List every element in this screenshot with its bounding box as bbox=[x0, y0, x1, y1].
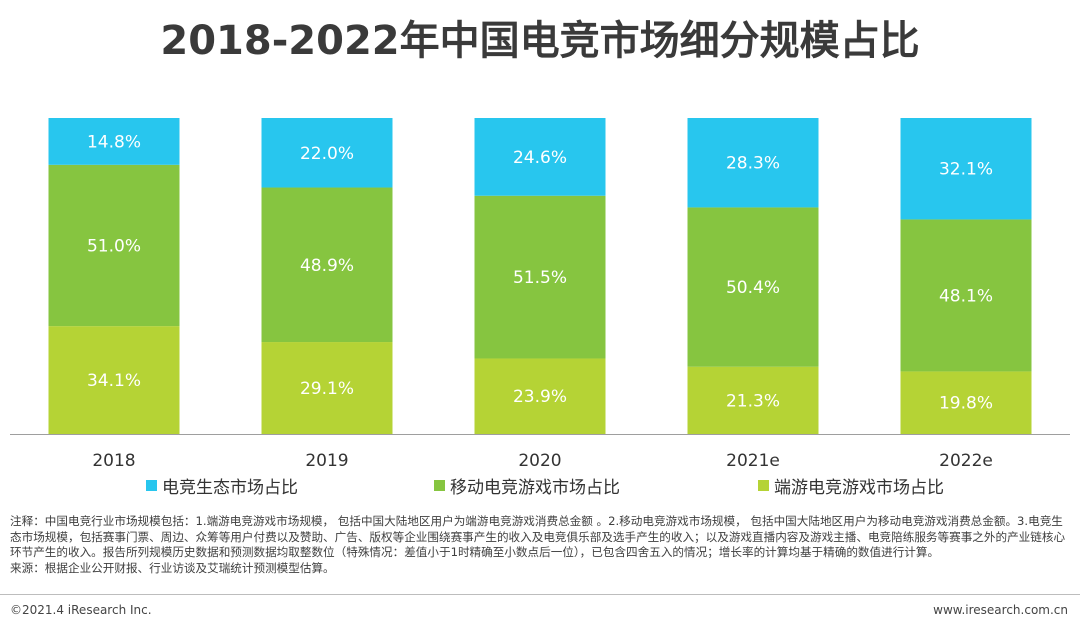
bar-segment bbox=[900, 118, 1032, 220]
bar-segment bbox=[687, 207, 819, 367]
data-label: 51.5% bbox=[513, 268, 567, 288]
legend-label-mobile: 移动电竞游戏市场占比 bbox=[450, 478, 620, 498]
data-label: 48.1% bbox=[939, 286, 993, 306]
x-tick-label: 2022e bbox=[939, 451, 993, 470]
bar-segment bbox=[687, 366, 819, 434]
data-label: 34.1% bbox=[87, 371, 141, 391]
bar-segment bbox=[261, 342, 393, 434]
data-label: 32.1% bbox=[939, 160, 993, 180]
footer-copyright: ©2021.4 iResearch Inc. bbox=[10, 603, 152, 617]
x-tick-label: 2018 bbox=[92, 451, 135, 470]
data-label: 14.8% bbox=[87, 132, 141, 152]
notes-source: 来源：根据企业公开财报、行业访谈及艾瑞统计预测模型估算。 bbox=[10, 560, 335, 575]
bar-segment bbox=[261, 118, 393, 188]
bar-segment bbox=[48, 118, 180, 165]
x-tick-label: 2020 bbox=[518, 451, 561, 470]
data-label: 21.3% bbox=[726, 391, 780, 411]
data-label: 24.6% bbox=[513, 148, 567, 168]
data-label: 48.9% bbox=[300, 256, 354, 276]
notes: 注释：中国电竞行业市场规模包括：1.端游电竞游戏市场规模， 包括中国大陆地区用户… bbox=[10, 514, 1072, 576]
data-label: 23.9% bbox=[513, 387, 567, 407]
bar-segment bbox=[900, 219, 1032, 372]
bar-segment bbox=[474, 195, 606, 359]
bar-segment bbox=[261, 187, 393, 343]
data-label: 29.1% bbox=[300, 379, 354, 399]
bar-segment bbox=[474, 118, 606, 196]
x-tick-label: 2021e bbox=[726, 451, 780, 470]
stacked-bar-chart: 34.1% 51.0% 14.8% 2018 29.1% 48.9% 22.0% 2019 23… bbox=[10, 118, 1070, 470]
bar-segment bbox=[900, 371, 1032, 434]
footer-divider bbox=[0, 594, 1080, 595]
bar-segment bbox=[687, 118, 819, 208]
footer-website[interactable]: www.iresearch.com.cn bbox=[933, 603, 1068, 617]
chart-title: 2018-2022年中国电竞市场细分规模占比 bbox=[160, 18, 920, 64]
data-label: 28.3% bbox=[726, 154, 780, 174]
data-label: 22.0% bbox=[300, 144, 354, 164]
bar-segment bbox=[474, 358, 606, 434]
legend-label-pc: 端游电竞游戏市场占比 bbox=[774, 478, 944, 498]
bar-segment bbox=[48, 326, 180, 434]
x-tick-label: 2019 bbox=[305, 451, 348, 470]
data-label: 19.8% bbox=[939, 394, 993, 414]
data-label: 51.0% bbox=[87, 236, 141, 256]
legend-item-mobile: 移动电竞游戏市场占比 bbox=[434, 473, 620, 498]
legend-swatch-ecosystem bbox=[146, 480, 157, 491]
legend-item-pc: 端游电竞游戏市场占比 bbox=[758, 473, 944, 498]
data-label: 50.4% bbox=[726, 278, 780, 298]
legend-swatch-mobile bbox=[434, 480, 445, 491]
legend: 电竞生态市场占比 移动电竞游戏市场占比 端游电竞游戏市场占比 bbox=[0, 473, 1080, 498]
bar-segment bbox=[48, 164, 180, 327]
legend-swatch-pc bbox=[758, 480, 769, 491]
legend-item-ecosystem: 电竞生态市场占比 bbox=[146, 473, 298, 498]
legend-label-ecosystem: 电竞生态市场占比 bbox=[162, 478, 298, 498]
notes-annotation: 注释：中国电竞行业市场规模包括：1.端游电竞游戏市场规模， 包括中国大陆地区用户… bbox=[10, 514, 1066, 559]
